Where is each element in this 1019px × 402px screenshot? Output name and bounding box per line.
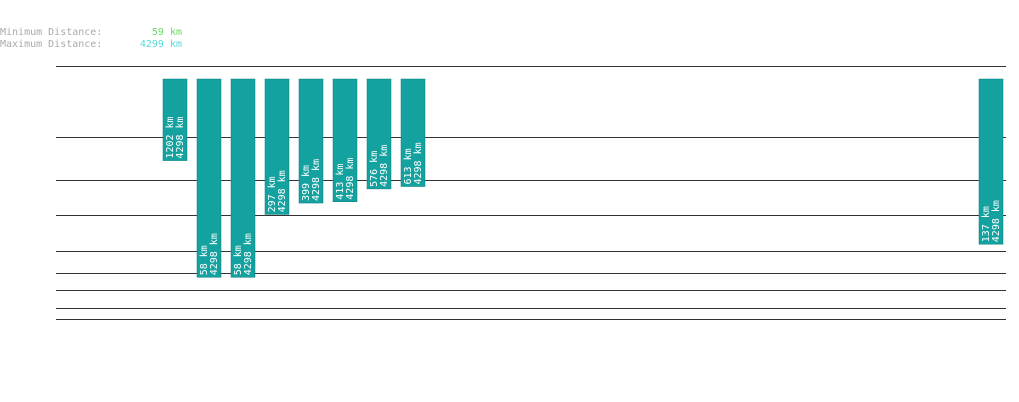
secondary-label: 4298 km <box>311 159 322 201</box>
value-label: 297 km <box>267 176 278 212</box>
bar <box>162 78 188 161</box>
max-value: 4299 km <box>140 39 182 50</box>
bar <box>264 78 290 215</box>
bar <box>332 78 358 202</box>
max-label: Maximum Distance: <box>0 39 102 50</box>
value-label: 58 km <box>199 245 210 275</box>
bar <box>230 78 256 278</box>
min-value: 59 km <box>152 27 182 38</box>
secondary-label: 4298 km <box>345 158 356 200</box>
secondary-label: 4298 km <box>991 200 1002 242</box>
secondary-label: 4298 km <box>277 170 288 212</box>
min-label: Minimum Distance: <box>0 27 102 38</box>
bar <box>366 78 392 190</box>
secondary-label: 4298 km <box>379 145 390 187</box>
bar <box>400 78 426 187</box>
bar <box>196 78 222 278</box>
value-label: 1202 km <box>165 116 176 158</box>
value-label: 58 km <box>233 245 244 275</box>
secondary-label: 4298 km <box>175 116 186 158</box>
value-label: 613 km <box>403 148 414 184</box>
secondary-label: 4298 km <box>209 233 220 275</box>
value-label: 399 km <box>301 165 312 201</box>
value-label: 576 km <box>369 151 380 187</box>
value-label: 413 km <box>335 164 346 200</box>
secondary-label: 4298 km <box>243 233 254 275</box>
bar <box>298 78 324 204</box>
bar <box>978 78 1004 245</box>
secondary-label: 4298 km <box>413 142 424 184</box>
value-label: 137 km <box>981 206 992 242</box>
